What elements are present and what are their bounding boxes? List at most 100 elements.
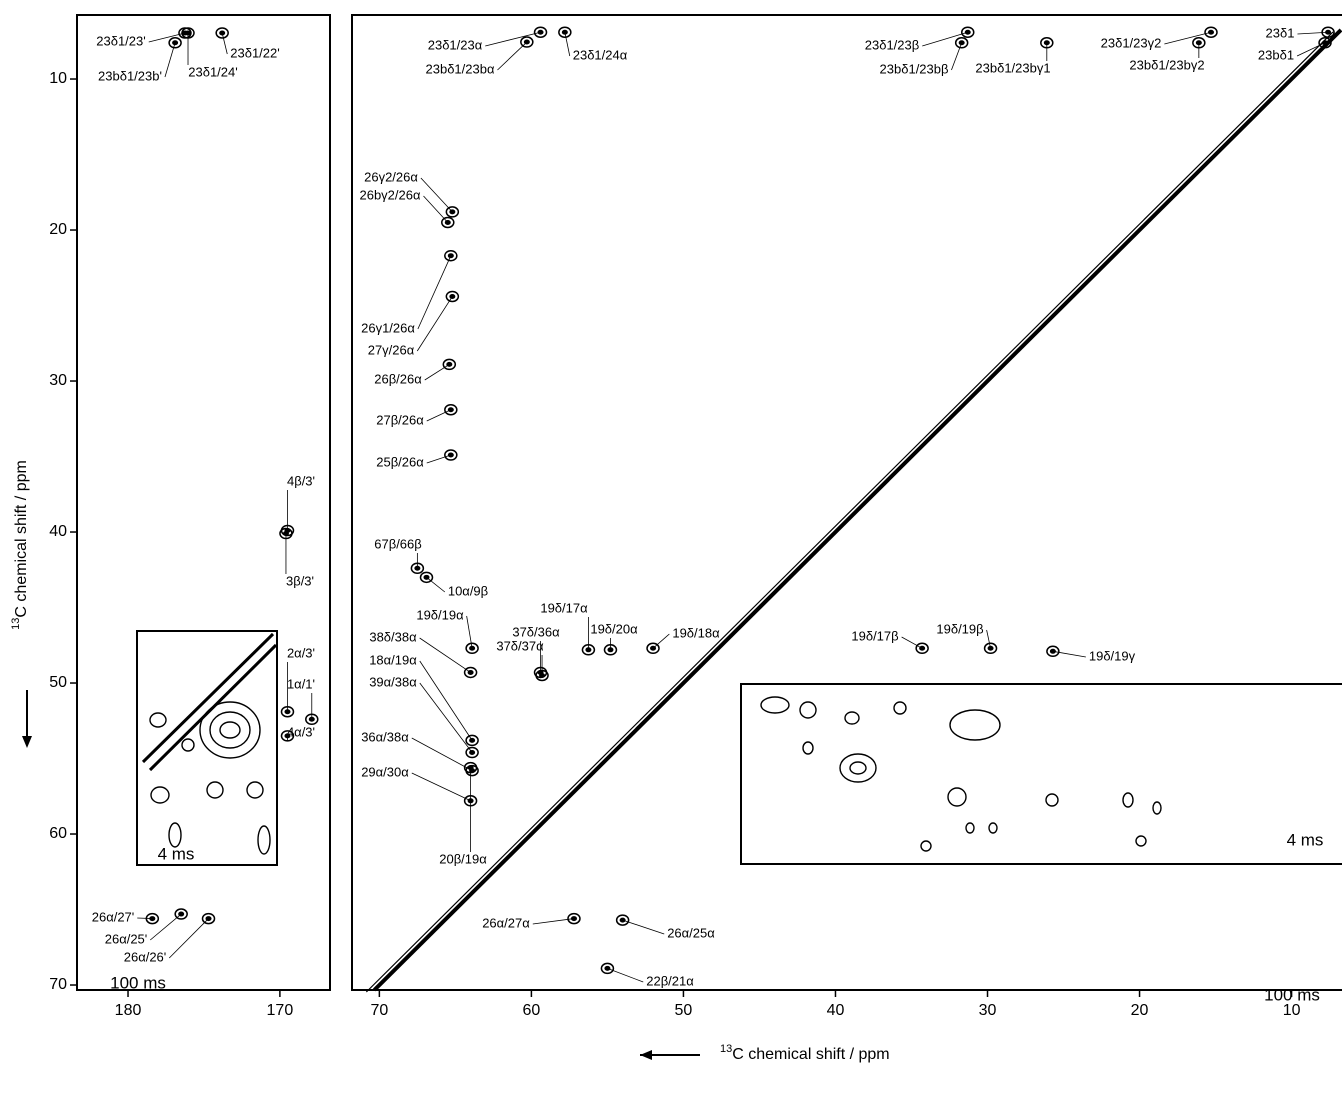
peak-label: 23δ1/23'	[96, 33, 145, 48]
peak-label: 26β/26α	[374, 371, 422, 386]
leader-line	[1164, 32, 1211, 44]
x-axis-title: 13C chemical shift / ppm	[720, 1043, 890, 1063]
peak-label: 18α/19α	[369, 652, 417, 667]
leader-line	[533, 919, 574, 924]
peak-label: 27γ/26α	[368, 342, 415, 357]
x-tick-label: 70	[370, 1002, 388, 1019]
leader-line	[420, 638, 471, 672]
y-axis-title-sup: 13	[10, 618, 22, 630]
leader-line	[607, 968, 643, 982]
peak-label: 23bδ1	[1258, 47, 1294, 62]
peak-label: 19δ/17β	[851, 628, 898, 643]
leader-line	[902, 637, 923, 648]
peak-label: 19δ/19β	[936, 621, 983, 636]
figure: 13C chemical shift / ppm 13C chemical sh…	[0, 0, 1342, 1093]
leader-line	[412, 773, 471, 801]
y-tick-label: 70	[49, 976, 67, 993]
peak-label: 19δ/19α	[416, 607, 464, 622]
peak-label: 26α/25'	[105, 931, 148, 946]
leader-line	[169, 919, 208, 958]
peak-label: 23bδ1/23bα	[426, 61, 495, 76]
peak-label: 26α/25α	[667, 925, 715, 940]
peak-label: 23δ1/22'	[230, 45, 279, 60]
peak-label: 4β/3'	[287, 473, 315, 488]
peak-label: 23bδ1/23bγ1	[975, 60, 1050, 75]
peak-label: 27β/26α	[376, 412, 424, 427]
leader-line	[497, 42, 526, 70]
peak-label: 10α/9β	[448, 583, 488, 598]
leader-line	[412, 738, 472, 771]
leader-line	[417, 296, 452, 351]
peak-label: 2α/3'	[287, 645, 315, 660]
peak-label: 23bδ1/23bγ2	[1129, 57, 1204, 72]
peak-label: 4α/3'	[287, 724, 315, 739]
y-tick-label: 40	[49, 523, 67, 540]
peak-label: 19δ/17α	[540, 600, 588, 615]
y-tick-label: 10	[49, 70, 67, 87]
x-tick-label: 40	[827, 1002, 845, 1019]
peak-label: 67β/66β	[374, 536, 422, 551]
peak-label: 23bδ1/23b'	[98, 68, 162, 83]
leader-line	[418, 256, 451, 329]
panel-label: 100 ms	[110, 973, 166, 992]
peak-label: 26α/27α	[482, 915, 530, 930]
inset-label: 4 ms	[158, 844, 195, 863]
peak-label: 23δ1	[1266, 25, 1295, 40]
peak-label: 23δ1/23α	[428, 37, 483, 52]
leader-line	[424, 196, 448, 222]
leader-line	[421, 178, 452, 212]
peak-label: 19δ/20α	[590, 621, 638, 636]
y-tick-label: 50	[49, 674, 67, 691]
peak-label: 25β/26α	[376, 454, 424, 469]
peak-label: 29α/30α	[361, 764, 409, 779]
peak-label: 37δ/36α	[512, 624, 560, 639]
peak-label: 26γ1/26α	[361, 320, 415, 335]
peak-label: 19δ/19γ	[1089, 648, 1136, 663]
leader-line	[420, 683, 472, 752]
peak-label: 36α/38α	[361, 729, 409, 744]
leader-line	[951, 43, 961, 70]
peak-label: 19δ/18α	[672, 625, 720, 640]
x-tick-label: 170	[267, 1002, 294, 1019]
y-axis-arrowhead	[22, 736, 32, 748]
x-tick-label: 20	[1131, 1002, 1149, 1019]
x-axis-arrowhead	[640, 1050, 652, 1060]
peak-label: 20β/19α	[439, 851, 487, 866]
leader-line	[653, 634, 669, 648]
peak-label: 37δ/37α	[496, 638, 544, 653]
peak-label: 39α/38α	[369, 674, 417, 689]
leader-line	[1297, 32, 1328, 34]
peak-label: 26γ2/26α	[364, 169, 418, 184]
peak-label: 23bδ1/23bβ	[880, 61, 949, 76]
peak-label: 22β/21α	[646, 973, 694, 988]
peak-label: 23δ1/24'	[188, 64, 237, 79]
leader-line	[426, 577, 444, 592]
peak-label: 26bγ2/26α	[359, 187, 420, 202]
inset-label: 4 ms	[1287, 830, 1324, 849]
main-inset-frame	[741, 684, 1342, 864]
x-tick-label: 60	[523, 1002, 541, 1019]
peak-label: 26α/26'	[124, 949, 167, 964]
y-tick-label: 30	[49, 372, 67, 389]
leader-line	[427, 410, 451, 421]
leader-line	[425, 364, 450, 380]
leader-line	[987, 630, 991, 648]
y-tick-label: 60	[49, 825, 67, 842]
peak-label: 23δ1/23γ2	[1101, 35, 1162, 50]
x-tick-label: 30	[979, 1002, 997, 1019]
peak-label: 38δ/38α	[369, 629, 417, 644]
peak-contour-ring	[448, 253, 454, 258]
x-axis-title-text: C chemical shift / ppm	[732, 1046, 889, 1063]
leader-line	[165, 43, 175, 77]
peak-label: 26α/27'	[92, 909, 135, 924]
x-tick-label: 50	[675, 1002, 693, 1019]
y-axis-title-text: C chemical shift / ppm	[13, 460, 30, 617]
peak-label: 1α/1'	[287, 676, 315, 691]
peak-label: 23δ1/24α	[573, 47, 628, 62]
x-tick-label: 10	[1283, 1002, 1301, 1019]
y-tick-label: 20	[49, 221, 67, 238]
x-axis-title-sup: 13	[720, 1043, 732, 1055]
y-axis-title: 13C chemical shift / ppm	[10, 460, 30, 630]
peak-label: 3β/3'	[286, 573, 314, 588]
x-tick-label: 180	[115, 1002, 142, 1019]
